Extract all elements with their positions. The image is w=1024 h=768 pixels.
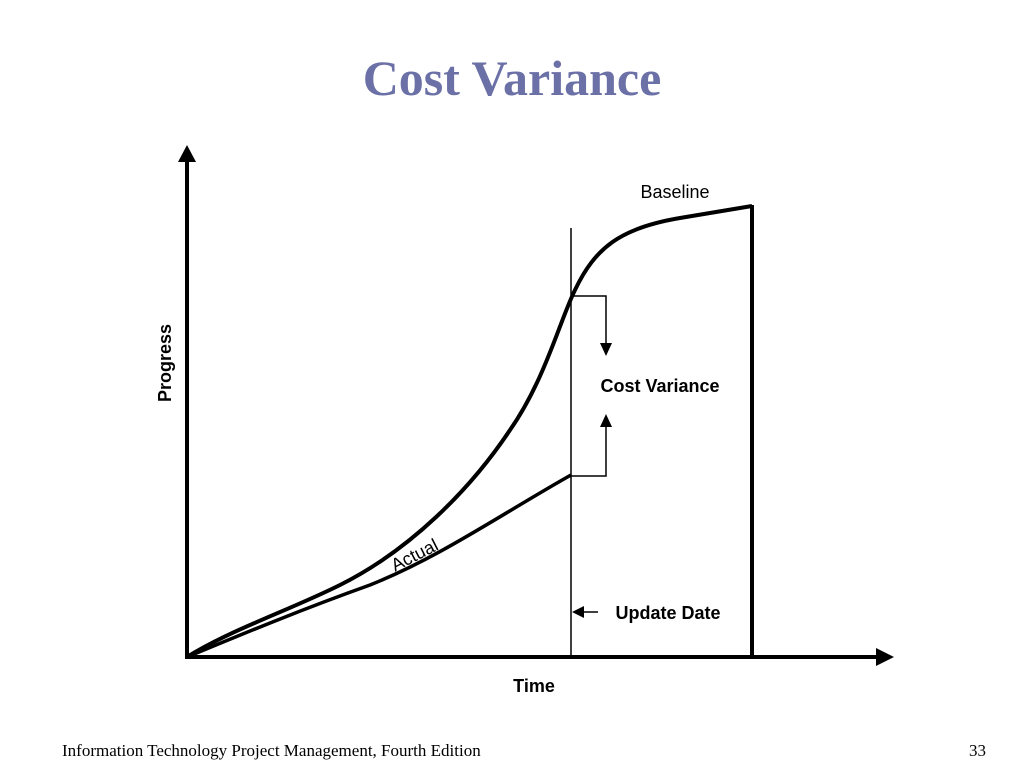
variance-label: Cost Variance (600, 376, 719, 396)
actual-curve (186, 473, 572, 659)
update-date-label: Update Date (615, 603, 720, 623)
x-axis-label: Time (513, 676, 555, 696)
y-axis-arrowhead (178, 145, 196, 162)
baseline-label: Baseline (640, 182, 709, 202)
update-date-arrowhead (572, 606, 584, 618)
slide-title: Cost Variance (362, 50, 662, 106)
page-number: 33 (969, 741, 986, 760)
variance-down-arrowhead (600, 343, 612, 356)
variance-lower-bracket (571, 425, 607, 477)
variance-upper-bracket (571, 295, 607, 345)
y-axis-label: Progress (155, 324, 175, 402)
footer-text: Information Technology Project Managemen… (62, 741, 481, 760)
variance-up-arrowhead (600, 414, 612, 427)
baseline-curve (185, 204, 753, 659)
x-axis-arrowhead (876, 648, 894, 666)
actual-label: Actual (388, 535, 442, 576)
